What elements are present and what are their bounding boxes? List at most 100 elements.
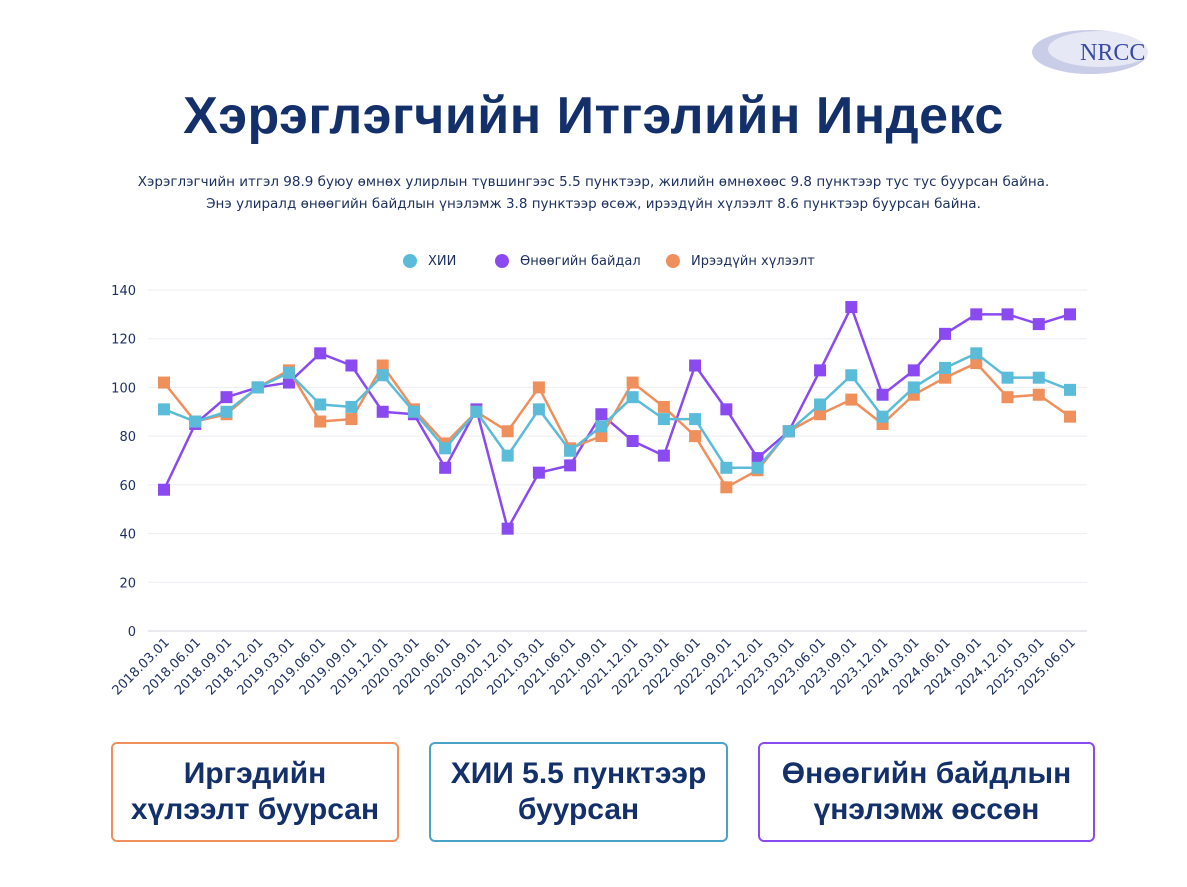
data-point [939,371,952,384]
y-tick-label: 40 [119,528,136,543]
data-point [1032,371,1045,384]
data-point [939,327,952,340]
data-point [564,444,577,457]
data-point [720,403,733,416]
data-point [657,400,670,413]
data-point [1032,388,1045,401]
data-point [439,442,452,455]
data-point [595,430,608,443]
callout-present-box: Өнөөгийн байдлын үнэлэмж өссөн [758,742,1095,842]
data-point [595,420,608,433]
data-point [501,425,514,438]
data-point [626,435,639,448]
legend-marker [403,254,417,268]
data-point [814,364,827,377]
callout-index-box: ХИИ 5.5 пунктээр буурсан [429,742,728,842]
data-point [970,308,983,321]
data-point [158,376,170,389]
legend: ХИИ Өнөөгийн байдал Ирээдүйн хүлээлт [403,254,815,269]
data-point [220,391,233,404]
data-point [376,405,389,418]
data-point [1001,308,1014,321]
data-point [939,361,952,374]
page-title: Хэрэглэгчийн Итгэлийн Индекс [183,87,1004,145]
legend-label: Өнөөгийн байдал [520,254,641,269]
legend-marker [495,254,509,268]
data-point [626,376,639,389]
data-point [1001,371,1014,384]
data-point [407,405,420,418]
legend-marker [666,254,680,268]
data-point [345,400,358,413]
callout-present-line-2: үнэлэмж өссөн [813,793,1040,826]
data-point [1001,391,1014,404]
data-point [689,430,702,443]
data-point [158,403,170,416]
subtitle-line-2: Энэ улиралд өнөөгийн байдлын үнэлэмж 3.8… [206,196,981,212]
y-tick-label: 80 [119,430,136,445]
data-point [782,425,795,438]
data-point [845,393,858,406]
data-point [970,357,983,370]
data-point [220,405,233,418]
data-point [501,449,514,462]
grid-lines [148,289,1087,632]
data-point [564,459,577,472]
data-point [345,413,358,426]
callout-expectations-line-2: хүлээлт буурсан [130,793,380,826]
subtitle-line-1: Хэрэглэгчийн итгэл 98.9 буюу өмнөх улирл… [137,174,1050,190]
data-point [876,410,889,423]
data-point [314,415,327,428]
logo-text: NRCC [1080,40,1145,66]
series-line [163,361,1071,489]
x-axis-ticks: 2018.03.012018.06.012018.09.012018.12.01… [110,635,1079,698]
series-1 [158,301,1076,535]
data-point [845,301,858,314]
data-point [720,481,733,494]
y-tick-label: 140 [111,284,136,299]
data-point [1064,308,1076,321]
legend-label: Ирээдүйн хүлээлт [691,254,815,269]
callout-index-line-2: буурсан [517,793,640,826]
data-point [907,381,920,394]
callout-expectations-line-1: Иргэдийн [183,757,327,790]
callout-expectations-box: Иргэдийн хүлээлт буурсан [111,742,399,842]
series-line [162,305,1071,530]
data-point [657,413,670,426]
data-point [439,461,452,474]
series-lines [158,301,1076,535]
data-point [282,376,295,389]
data-point [751,461,764,474]
data-point [689,359,702,372]
data-point [251,381,264,394]
series-line [163,352,1071,470]
data-point [158,483,170,496]
data-point [189,415,202,428]
data-point [845,369,858,382]
subtitle: Хэрэглэгчийн итгэл 98.9 буюу өмнөх улирл… [0,171,1187,215]
nrcc-logo: NRCC [1032,30,1152,74]
data-point [1064,410,1076,423]
y-tick-label: 20 [119,576,136,591]
data-point [907,364,920,377]
y-axis-ticks: 0 20 40 60 80 100 120 140 [111,284,136,640]
series-0 [158,347,1076,474]
data-point [626,391,639,404]
data-point [501,522,514,535]
data-point [376,369,389,382]
data-point [470,405,483,418]
data-point [1064,383,1076,396]
line-chart: 0 20 40 60 80 100 120 140 2018.03.012018.06.012… [110,254,1087,698]
data-point [314,398,327,411]
data-point [532,403,545,416]
legend-label: ХИИ [428,254,456,269]
y-tick-label: 0 [128,625,136,640]
data-point [282,366,295,379]
y-tick-label: 100 [111,381,136,396]
data-point [657,449,670,462]
data-point [314,347,327,360]
data-point [751,452,764,465]
data-point [1032,318,1045,331]
data-point [595,408,608,421]
data-point [970,347,983,360]
